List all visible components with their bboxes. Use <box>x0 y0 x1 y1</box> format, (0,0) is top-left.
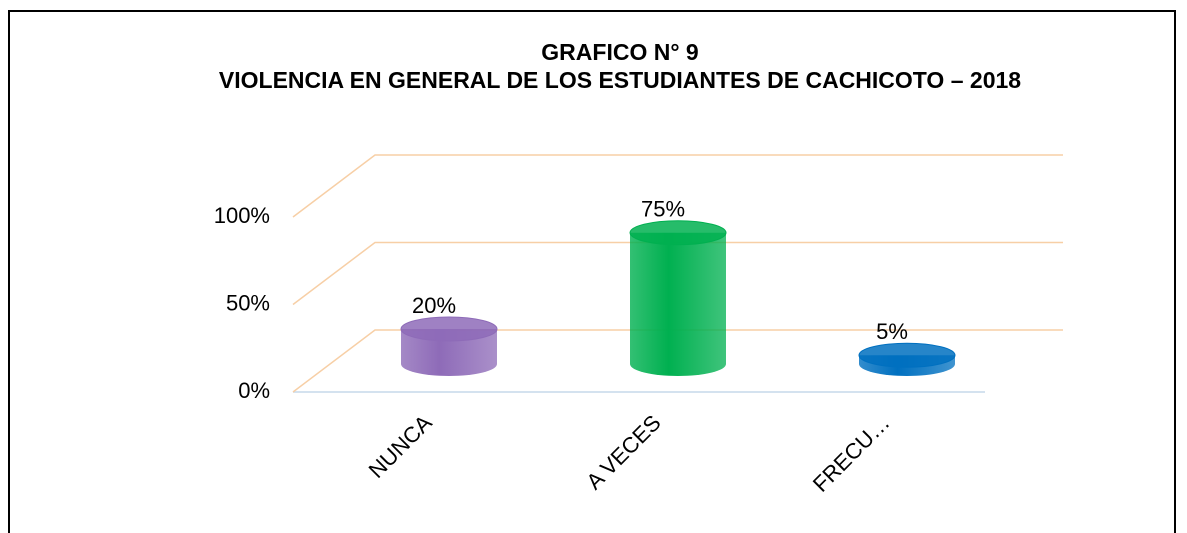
bar-top <box>629 220 727 246</box>
grid-line <box>292 329 1063 393</box>
bar <box>858 342 956 376</box>
x-tick-label: FRECU… <box>808 410 895 497</box>
bar <box>400 316 498 376</box>
bar-body <box>401 329 497 376</box>
chart-title: GRAFICO N° 9 <box>541 39 699 65</box>
y-tick-label: 50% <box>226 290 270 315</box>
grid-line <box>292 154 1063 218</box>
x-tick-label: A VECES <box>581 410 665 494</box>
y-tick-label: 0% <box>238 378 270 403</box>
bar-top <box>858 342 956 368</box>
bar-top <box>400 316 498 342</box>
frame <box>8 10 1176 533</box>
data-label: 20% <box>412 293 456 318</box>
bar <box>629 220 727 376</box>
chart-subtitle: VIOLENCIA EN GENERAL DE LOS ESTUDIANTES … <box>218 67 1022 93</box>
bar-body <box>630 232 726 376</box>
data-label: 75% <box>641 197 685 222</box>
grid-line <box>292 241 1063 306</box>
data-label: 5% <box>876 319 908 344</box>
y-tick-label: 100% <box>214 203 270 228</box>
x-tick-label: NUNCA <box>364 410 437 483</box>
titles: GRAFICO N° 9 VIOLENCIA EN GENERAL DE LOS… <box>150 38 1090 94</box>
